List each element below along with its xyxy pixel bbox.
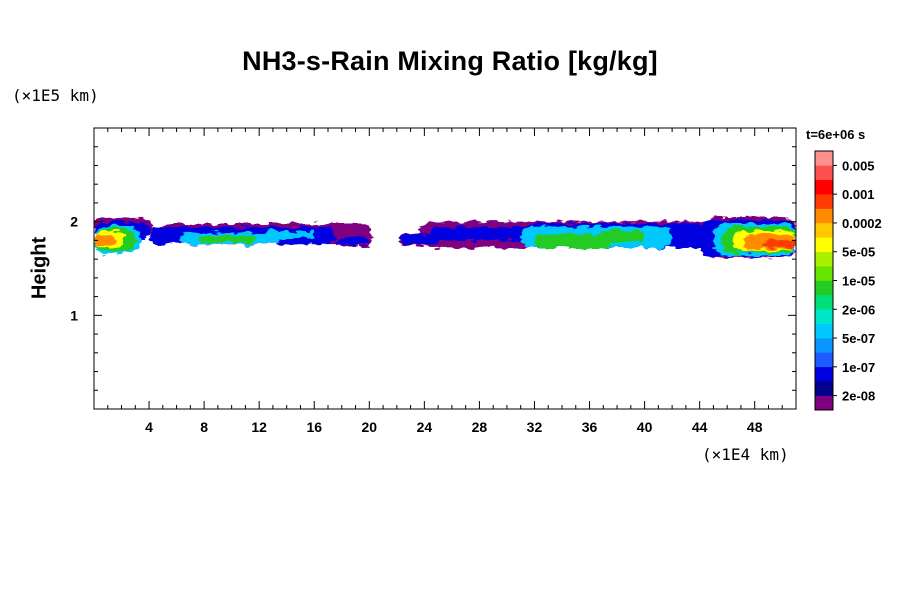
colorbar: 2e-08 1e-07 5e-07 2e-06 1e-05 5e-05 0.0002 0.00…: [814, 150, 882, 411]
field-blob: [198, 235, 256, 243]
colorbar-swatch: [815, 323, 833, 339]
field-blob: [94, 234, 117, 247]
colorbar-label: 5e-05: [842, 245, 875, 260]
x-tick-label: 48: [747, 419, 763, 435]
x-tick-label: 24: [417, 419, 433, 435]
colorbar-label: 0.001: [842, 187, 875, 202]
mixing-ratio-field: [94, 216, 796, 258]
x-tick-label: 36: [582, 419, 598, 435]
field-blob: [762, 240, 796, 248]
colorbar-label: 0.0002: [842, 216, 882, 231]
x-axis-unit: (×1E4 km): [702, 445, 789, 464]
plot-frame: [93, 127, 797, 410]
x-tick-label: 16: [306, 419, 322, 435]
x-tick-label: 44: [692, 419, 708, 435]
colorbar-label: 2e-08: [842, 389, 875, 404]
colorbar-swatch: [815, 280, 833, 296]
colorbar-label: 2e-06: [842, 302, 875, 317]
colorbar-swatch: [815, 179, 833, 195]
colorbar-swatch: [815, 294, 833, 310]
x-tick-label: 12: [251, 419, 267, 435]
y-tick-label: 1: [70, 307, 78, 323]
colorbar-label: 1e-05: [842, 274, 875, 289]
x-tick-label: 20: [362, 419, 378, 435]
colorbar-swatch: [815, 151, 833, 166]
colorbar-label: 5e-07: [842, 331, 875, 346]
colorbar-swatch: [815, 208, 833, 224]
colorbar-swatch: [815, 237, 833, 253]
field-blob: [600, 231, 645, 243]
colorbar-swatch: [815, 352, 833, 368]
colorbar-swatch: [815, 366, 833, 382]
field-blob: [429, 227, 535, 241]
colorbar-swatch: [815, 395, 833, 411]
colorbar-swatch: [815, 194, 833, 209]
y-tick-label: 2: [70, 214, 78, 230]
field-blob: [266, 231, 315, 239]
time-label: t=6e+06 s: [806, 127, 866, 142]
x-tick-label: 28: [472, 419, 488, 435]
colorbar-swatch: [815, 222, 833, 238]
y-axis-unit: (×1E5 km): [12, 86, 99, 105]
field-blob: [534, 234, 612, 248]
colorbar-label: 1e-07: [842, 360, 875, 375]
colorbar-swatch: [815, 309, 833, 324]
x-tick-label: 32: [527, 419, 543, 435]
field-layer-6: [762, 240, 796, 248]
colorbar-swatch: [815, 266, 833, 281]
x-tick-label: 40: [637, 419, 653, 435]
colorbar-swatch: [815, 251, 833, 267]
x-tick-label: 4: [145, 419, 153, 435]
colorbar-swatch: [815, 381, 833, 396]
colorbar-swatch: [815, 165, 833, 181]
x-tick-label: 8: [200, 419, 208, 435]
chart-title: NH3-s-Rain Mixing Ratio [kg/kg]: [242, 46, 658, 76]
field-blob: [336, 237, 370, 246]
colorbar-swatch: [815, 338, 833, 353]
colorbar-label: 0.005: [842, 158, 875, 173]
